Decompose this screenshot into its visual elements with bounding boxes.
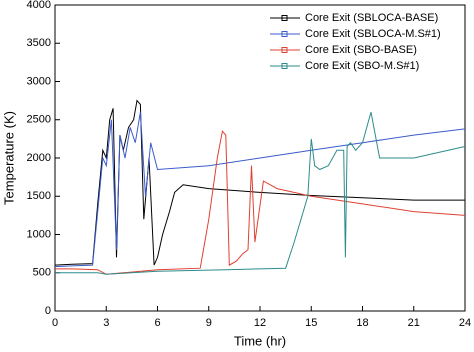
y-tick-label: 3500 xyxy=(27,37,51,49)
y-tick-label: 2500 xyxy=(27,114,51,126)
x-tick-label: 24 xyxy=(459,317,471,329)
y-tick-label: 3000 xyxy=(27,75,51,87)
x-tick-label: 3 xyxy=(103,317,109,329)
legend-label: Core Exit (SBLOCA-BASE) xyxy=(305,12,438,24)
series-line xyxy=(55,111,466,275)
y-tick-label: 1500 xyxy=(27,190,51,202)
legend-marker xyxy=(281,47,288,53)
x-tick-label: 6 xyxy=(154,317,160,329)
x-tick-label: 12 xyxy=(254,317,266,329)
x-tick-label: 18 xyxy=(356,317,368,329)
series-line xyxy=(54,112,466,268)
y-axis-title: Temperature (K) xyxy=(1,111,16,205)
y-tick-label: 2000 xyxy=(27,152,51,164)
series-line xyxy=(54,99,465,266)
x-tick-label: 15 xyxy=(305,317,317,329)
legend-label: Core Exit (SBO-BASE) xyxy=(305,44,417,56)
x-axis-title: Time (hr) xyxy=(234,333,286,348)
x-tick-label: 9 xyxy=(206,317,212,329)
legend-box xyxy=(265,11,461,81)
legend-label: Core Exit (SBO-M.S#1) xyxy=(305,60,419,72)
legend-marker xyxy=(281,63,288,69)
y-tick-label: 1000 xyxy=(27,228,51,240)
x-tick-label: 21 xyxy=(408,317,420,329)
y-tick-label: 500 xyxy=(33,267,51,279)
legend-marker xyxy=(281,15,288,21)
legend-label: Core Exit (SBLOCA-M.S#1) xyxy=(305,28,441,40)
x-tick-label: 0 xyxy=(52,317,58,329)
legend-marker xyxy=(281,31,288,37)
legend: Core Exit (SBLOCA-BASE) Core Exit (SBLOCA… xyxy=(265,11,461,81)
y-tick-label: 4000 xyxy=(27,0,51,11)
y-tick-label: 0 xyxy=(45,305,51,317)
